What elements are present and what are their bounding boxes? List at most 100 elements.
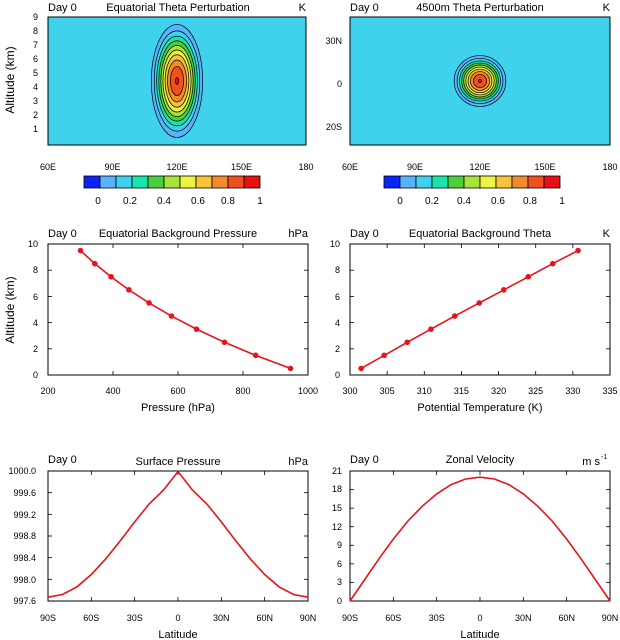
y-axis-label: Altitude (km) — [3, 46, 17, 113]
units-label: K — [603, 228, 611, 240]
y-axis-ticks: 0 3 6 9 12 15 18 21 — [332, 466, 342, 606]
x-tick-label: 320 — [491, 386, 506, 396]
colorbar-label: 0 — [397, 196, 403, 207]
panel-zonal-velocity: Day 0 Zonal Velocity m s -1 Latitude 90S… — [332, 454, 618, 640]
y-tick-label: 998.4 — [13, 553, 36, 563]
y-axis-ticks: 0 2 4 6 8 10 — [330, 239, 340, 380]
y-tick-label: 15 — [332, 503, 342, 513]
y-tick-label: 6 — [335, 292, 340, 302]
data-point — [525, 273, 532, 280]
data-point — [550, 260, 556, 267]
x-tick-label: 0 — [175, 613, 180, 623]
day-label: Day 0 — [350, 2, 379, 14]
colorbar-label: 0.2 — [123, 196, 137, 207]
data-point — [92, 260, 98, 267]
x-tick-label: 600 — [170, 386, 185, 396]
y-tick-label: 30N — [325, 36, 342, 46]
colorbar-box — [447, 175, 465, 189]
x-axis-ticks: 300 305 310 315 320 325 330 335 — [342, 386, 617, 396]
x-axis-ticks: 200 400 600 800 1000 — [40, 386, 318, 396]
units-label: hPa — [288, 228, 308, 240]
x-axis-ticks: 60E 90E 120E 150E 180 — [40, 162, 314, 172]
contour-level-10 — [478, 79, 482, 83]
y-tick-label: 10 — [330, 239, 340, 249]
y-tick-label: 2 — [33, 110, 38, 120]
colorbar-label: 0.4 — [457, 196, 471, 207]
series-line — [47, 470, 309, 598]
x-tick-label: 150E — [231, 162, 252, 172]
units-label: m s — [582, 456, 600, 468]
colorbar-box — [243, 175, 261, 189]
y-tick-label: 4 — [33, 82, 38, 92]
axis-tick-marks — [349, 243, 611, 376]
x-tick-label: 150E — [534, 162, 555, 172]
colorbar-label: 0.6 — [491, 196, 505, 207]
data-point — [404, 339, 411, 346]
colorbar-box — [543, 175, 561, 189]
y-tick-label: 999.6 — [13, 488, 36, 498]
plot-frame — [47, 243, 309, 376]
colorbar-box — [479, 175, 497, 189]
colorbar-box — [495, 175, 513, 189]
x-tick-label: 120E — [166, 162, 187, 172]
y-tick-label: 4 — [33, 318, 38, 328]
y-tick-label: 9 — [337, 540, 342, 550]
panel-title: Surface Pressure — [136, 456, 221, 468]
data-point — [168, 313, 175, 319]
y-tick-label: 0 — [335, 370, 340, 380]
y-tick-label: 0 — [337, 79, 342, 89]
x-tick-label: 60E — [40, 162, 56, 172]
y-tick-label: 999.2 — [13, 510, 36, 520]
axis-tick-marks — [47, 470, 309, 602]
panel-surface-pressure: Day 0 Surface Pressure hPa Latitude 90S … — [8, 454, 316, 640]
data-point — [252, 352, 259, 359]
y-tick-label: 0 — [337, 596, 342, 606]
colorbar-box — [463, 175, 481, 189]
x-tick-label: 0 — [477, 613, 482, 623]
y-tick-label: 6 — [337, 559, 342, 569]
x-tick-label: 330 — [565, 386, 580, 396]
y-tick-label: 5 — [33, 68, 38, 78]
contour-level-10 — [175, 77, 179, 85]
colorbar-box — [211, 175, 229, 189]
y-axis-ticks: 30N 0 20S — [325, 36, 342, 132]
day-label: Day 0 — [48, 2, 77, 14]
colorbar-box — [431, 175, 449, 189]
y-tick-label: 3 — [33, 96, 38, 106]
y-tick-label: 997.6 — [13, 596, 36, 606]
y-axis-ticks: 1 2 3 4 5 6 7 8 9 — [33, 12, 38, 134]
colorbar-box — [163, 175, 181, 189]
contour-fill-group — [151, 24, 203, 138]
colorbar-box — [227, 175, 245, 189]
day-label: Day 0 — [48, 228, 77, 240]
colorbar-box — [527, 175, 545, 189]
y-tick-label: 0 — [33, 370, 38, 380]
plot-frame — [349, 470, 611, 602]
y-tick-label: 998.0 — [13, 575, 36, 585]
data-point — [428, 326, 434, 332]
series-line — [349, 476, 611, 602]
x-tick-label: 310 — [417, 386, 432, 396]
colorbar-box — [195, 175, 213, 189]
y-tick-label: 20S — [326, 122, 342, 132]
x-tick-label: 30S — [429, 613, 445, 623]
y-tick-label: 6 — [33, 292, 38, 302]
y-tick-label: 4 — [335, 318, 340, 328]
day-label: Day 0 — [48, 454, 77, 466]
x-tick-label: 90E — [104, 162, 120, 172]
x-tick-label: 90S — [40, 613, 56, 623]
x-axis-label: Latitude — [460, 629, 499, 640]
colorbar: 0 0.2 0.4 0.6 0.8 1 — [383, 175, 565, 207]
x-axis-ticks: 90S 60S 30S 0 30N 60N 90N — [342, 613, 618, 623]
x-tick-label: 30S — [127, 613, 143, 623]
y-axis-ticks: 997.6 998.0 998.4 998.8 999.2 999.6 1000… — [8, 466, 36, 606]
plot-frame — [349, 243, 611, 376]
y-tick-label: 12 — [332, 522, 342, 532]
y-tick-label: 8 — [33, 265, 38, 275]
data-point — [381, 352, 387, 359]
colorbar-label: 1 — [559, 196, 565, 207]
colorbar-box — [131, 175, 149, 189]
units-superscript: -1 — [601, 454, 607, 461]
y-tick-label: 1 — [33, 124, 38, 134]
